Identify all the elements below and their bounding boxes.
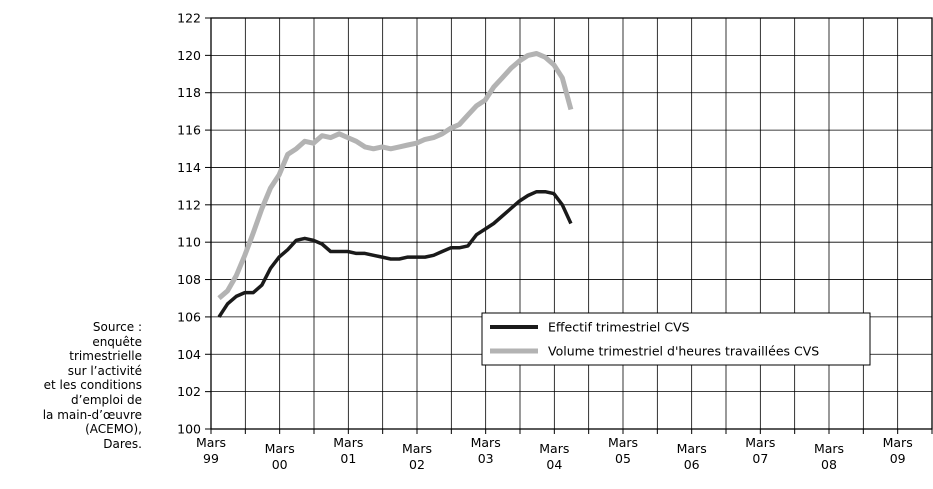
x-tick-label-month: Mars	[333, 435, 363, 450]
x-tick-label-month: Mars	[677, 441, 707, 456]
x-tick-label-month: Mars	[265, 441, 295, 456]
legend-box	[481, 312, 871, 366]
y-tick-label: 108	[177, 272, 201, 287]
source-line: trimestrielle	[69, 349, 142, 364]
source-line: Dares.	[103, 436, 142, 451]
source-line: Source :	[92, 320, 142, 334]
x-tick-label-year: 01	[340, 451, 356, 466]
x-tick-label-year: 99	[203, 451, 219, 466]
x-tick-label-month: Mars	[539, 441, 569, 456]
x-axis-ticks: Mars99Mars00Mars01Mars02Mars03Mars04Mars…	[196, 429, 933, 472]
x-tick-label-month: Mars	[745, 435, 775, 450]
source-line: (ACEMO),	[85, 422, 142, 437]
series-line-effectif	[217, 189, 573, 318]
source-line: d’emploi de	[71, 392, 142, 407]
y-tick-label: 122	[177, 11, 201, 26]
x-tick-label-year: 06	[684, 457, 700, 472]
y-tick-label: 116	[177, 123, 201, 138]
grid-lines	[211, 17, 932, 430]
y-tick-label: 104	[177, 347, 201, 362]
y-tick-label: 118	[177, 85, 201, 100]
legend: Effectif trimestriel CVS Volume trimestr…	[481, 312, 871, 366]
x-tick-label-month: Mars	[608, 435, 638, 450]
y-tick-label: 100	[177, 422, 201, 437]
y-tick-label: 110	[177, 235, 201, 250]
legend-label-volume: Volume trimestriel d'heures travaillées …	[548, 344, 819, 359]
y-tick-label: 114	[177, 160, 201, 175]
source-line: enquête	[92, 334, 142, 349]
series-lines	[217, 51, 574, 318]
x-tick-label-year: 04	[546, 457, 562, 472]
x-tick-label-year: 02	[409, 457, 425, 472]
source-line: et les conditions	[43, 378, 142, 393]
x-tick-label-month: Mars	[814, 441, 844, 456]
y-tick-label: 112	[177, 197, 201, 212]
source-line: la main-d’œuvre	[42, 407, 142, 422]
source-line: sur l’activité	[67, 363, 142, 378]
y-tick-label: 120	[177, 48, 201, 63]
series-line-volume	[217, 51, 574, 301]
x-tick-label-month: Mars	[402, 441, 432, 456]
x-tick-label-year: 00	[272, 457, 288, 472]
y-axis-ticks: 100 102 104 106 108 110 112 114 116 118 120 122	[177, 11, 211, 437]
x-tick-label-month: Mars	[196, 435, 226, 450]
x-tick-label-year: 05	[615, 451, 631, 466]
x-tick-label-year: 09	[890, 451, 906, 466]
x-tick-label-year: 03	[478, 451, 494, 466]
x-tick-label-month: Mars	[883, 435, 913, 450]
source-note: Source : enquête trimestrielle sur l’activi…	[10, 320, 142, 451]
y-tick-label: 102	[177, 384, 201, 399]
x-tick-label-month: Mars	[471, 435, 501, 450]
x-tick-label-year: 08	[821, 457, 837, 472]
plot-frame	[210, 17, 933, 430]
x-tick-label-year: 07	[752, 451, 768, 466]
y-tick-label: 106	[177, 309, 201, 324]
legend-label-effectif: Effectif trimestriel CVS	[548, 320, 690, 335]
